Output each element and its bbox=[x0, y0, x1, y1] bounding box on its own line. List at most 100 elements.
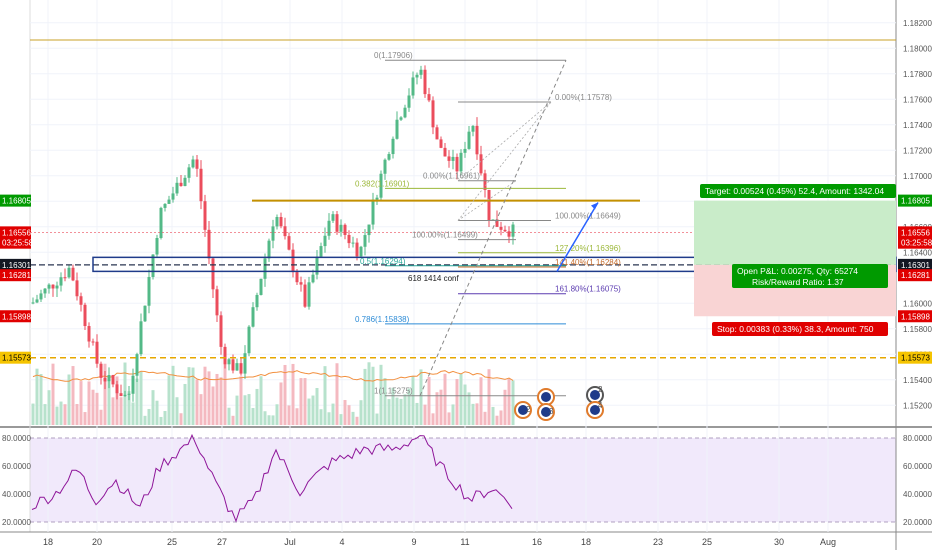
date-tick-label: 25 bbox=[702, 537, 712, 547]
candle-body bbox=[135, 354, 139, 376]
candle-body bbox=[51, 284, 55, 289]
event-badge-1[interactable]: 2 bbox=[514, 401, 532, 419]
candle-body bbox=[379, 173, 383, 198]
event-badge-5[interactable]: 4 bbox=[586, 401, 604, 419]
fib-level-label: 1(1.15275) bbox=[374, 387, 413, 396]
candle-body bbox=[143, 305, 147, 322]
volume-bar bbox=[63, 404, 67, 425]
rsi-tick-label-left: 20.0000 bbox=[2, 518, 31, 527]
volume-bar bbox=[127, 391, 131, 425]
volume-bar bbox=[147, 408, 151, 425]
volume-bar bbox=[483, 411, 487, 425]
event-badge-4[interactable]: 2 bbox=[586, 385, 604, 404]
volume-bar bbox=[79, 381, 83, 425]
volume-bar bbox=[391, 387, 395, 425]
axes: 1.18200 1.18000 1.17800 1.17600 1.17400 1.172… bbox=[0, 19, 932, 547]
candle-body bbox=[499, 226, 503, 230]
date-tick-label: 18 bbox=[43, 537, 53, 547]
candle-body bbox=[431, 100, 435, 128]
price-badge bbox=[898, 226, 932, 239]
candle-body bbox=[227, 359, 231, 365]
volume-bar bbox=[107, 381, 111, 425]
price-badge bbox=[898, 236, 932, 249]
candle-body bbox=[483, 173, 487, 190]
fib-level-label: 100.00%(1.16649) bbox=[555, 212, 621, 221]
volume-bar bbox=[199, 394, 203, 425]
left-price-badge-label: 1.16301 bbox=[2, 261, 31, 270]
candle-body bbox=[339, 224, 343, 232]
price-badge-label: 1.16301 bbox=[901, 261, 930, 270]
volume-bar bbox=[259, 376, 263, 425]
volume-bar bbox=[99, 409, 103, 425]
candle-body bbox=[83, 304, 87, 327]
price-tick-label: 1.15800 bbox=[903, 325, 932, 334]
fib-level-label: 0.00%(1.17578) bbox=[555, 93, 612, 102]
candle-body bbox=[407, 95, 411, 108]
projection-arrow[interactable] bbox=[556, 202, 599, 272]
left-price-badge-label: 1.16805 bbox=[2, 197, 31, 206]
volume-bar bbox=[367, 362, 371, 425]
volume-bar bbox=[275, 404, 279, 425]
candle-body bbox=[283, 226, 287, 237]
fib-level-label: 0.00%(1.16961) bbox=[423, 172, 480, 181]
candle-body bbox=[79, 296, 83, 305]
candle-body bbox=[203, 201, 207, 230]
candle-body bbox=[299, 282, 303, 285]
volume-bar bbox=[503, 389, 507, 425]
fib-level-label: 0.786(1.15838) bbox=[355, 315, 410, 324]
candle-body bbox=[495, 219, 499, 227]
volume-bar bbox=[511, 380, 515, 425]
target-zone[interactable] bbox=[694, 200, 896, 265]
date-tick-label: Aug bbox=[820, 537, 836, 547]
volume-bar bbox=[399, 398, 403, 425]
volume-bar bbox=[343, 400, 347, 425]
fib-level-label: 100.00%(1.16499) bbox=[412, 231, 478, 240]
stop-label: Stop: 0.00383 (0.33%) 38.3, Amount: 750 bbox=[717, 324, 874, 334]
candle-body bbox=[479, 154, 483, 174]
volume-bar bbox=[271, 415, 275, 425]
candle-body bbox=[371, 199, 375, 225]
volume-bar bbox=[87, 381, 91, 425]
event-badge-3[interactable]: 3 bbox=[537, 403, 555, 421]
date-tick-label: 16 bbox=[532, 537, 542, 547]
volume-bar bbox=[215, 373, 219, 425]
candle-body bbox=[503, 229, 507, 232]
volume-bar bbox=[411, 376, 415, 425]
price-badge-label: 1.15898 bbox=[901, 312, 930, 321]
price-badge bbox=[898, 258, 932, 271]
volume-bar bbox=[495, 415, 499, 425]
candle-body bbox=[507, 231, 511, 237]
price-badge-label: 1.16556 bbox=[901, 228, 930, 237]
candle-body bbox=[287, 236, 291, 250]
candle-body bbox=[455, 156, 459, 172]
volume-bar bbox=[431, 413, 435, 425]
volume-bar bbox=[491, 406, 495, 425]
price-tick-label: 1.17800 bbox=[903, 70, 932, 79]
rsi-tick-label-left: 80.0000 bbox=[2, 434, 31, 443]
candle-body bbox=[411, 77, 415, 96]
volume-bar bbox=[323, 366, 327, 425]
rsi-tick-label: 80.0000 bbox=[903, 434, 932, 443]
volume-bar bbox=[155, 400, 159, 425]
candle-body bbox=[167, 199, 171, 204]
volume-bar bbox=[203, 366, 207, 425]
left-price-badge bbox=[0, 258, 31, 271]
left-price-badge bbox=[0, 310, 31, 323]
candle-body bbox=[443, 147, 447, 157]
volume-bar bbox=[195, 379, 199, 425]
fib-trend-line[interactable] bbox=[419, 60, 567, 396]
candle-body bbox=[119, 393, 123, 397]
candle-body bbox=[127, 393, 131, 395]
price-tick-label: 1.16400 bbox=[903, 248, 932, 257]
volume-bar bbox=[327, 412, 331, 425]
candle-body bbox=[267, 240, 271, 259]
volume-bar bbox=[395, 397, 399, 425]
left-price-badge-label: 1.15898 bbox=[2, 312, 31, 321]
volume-bar bbox=[287, 405, 291, 425]
candle-body bbox=[63, 277, 67, 279]
event-badge-2[interactable] bbox=[537, 388, 555, 406]
volume-bar bbox=[463, 384, 467, 425]
candle-body bbox=[331, 214, 335, 221]
volume-bar bbox=[167, 375, 171, 425]
